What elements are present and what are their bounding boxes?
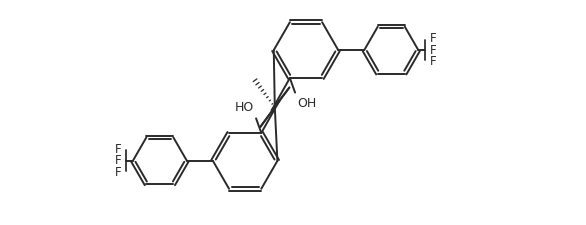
Text: F: F (430, 32, 437, 45)
Text: F: F (115, 154, 121, 167)
Text: OH: OH (297, 97, 316, 110)
Text: F: F (115, 166, 121, 179)
Text: F: F (430, 44, 437, 57)
Text: F: F (430, 55, 437, 68)
Text: F: F (115, 143, 121, 156)
Text: HO: HO (235, 101, 254, 114)
